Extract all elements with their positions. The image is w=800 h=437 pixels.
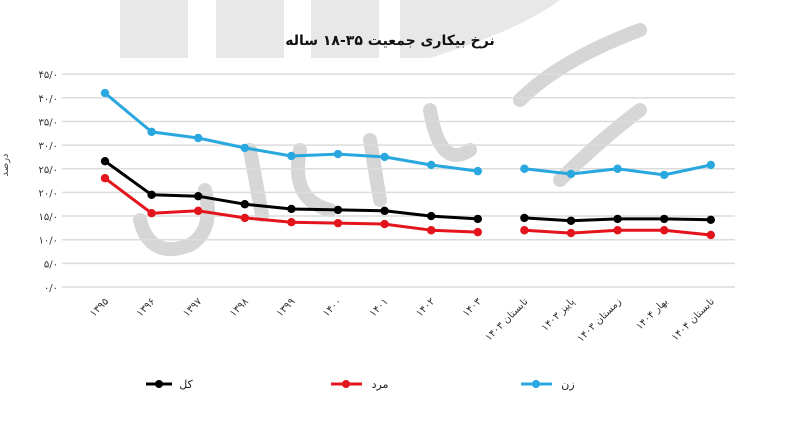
- watermark-logo: [120, 0, 560, 58]
- data-point: [240, 200, 249, 209]
- data-point: [520, 164, 529, 173]
- x-tick-label: ۱۴۰۰: [321, 296, 344, 319]
- data-point: [147, 209, 156, 218]
- data-point: [660, 226, 669, 235]
- x-axis-ticks: ۱۳۹۵ ۱۳۹۶ ۱۳۹۷ ۱۳۹۸ ۱۳۹۹ ۱۴۰۰ ۱۴۰۱ ۱۴۰۲ ۱۴۰۳تابس…: [88, 296, 717, 345]
- y-tick-label: ۰/۰: [44, 283, 58, 294]
- data-point: [100, 88, 110, 98]
- legend-item-total: کل: [146, 378, 194, 391]
- y-tick-label: ۱۰/۰: [39, 236, 58, 247]
- data-point: [427, 160, 436, 170]
- y-axis-label: درصد: [0, 153, 11, 176]
- data-point: [147, 190, 156, 199]
- data-point: [613, 214, 622, 224]
- y-tick-label: ۴۰/۰: [39, 94, 58, 105]
- series-line: [100, 174, 715, 240]
- data-point: [473, 214, 482, 224]
- x-tick-label: ۱۳۹۶: [135, 296, 158, 319]
- data-point: [427, 226, 436, 235]
- data-point: [706, 215, 715, 225]
- data-point: [566, 216, 576, 225]
- data-point: [566, 169, 576, 179]
- data-point: [660, 214, 669, 224]
- x-tick-label: بهار ۱۴۰۴: [634, 296, 670, 332]
- data-point: [333, 218, 343, 228]
- data-point: [520, 226, 529, 235]
- x-tick-label: ۱۴۰۳: [461, 296, 484, 319]
- data-point: [706, 230, 715, 240]
- data-point: [380, 152, 389, 162]
- data-point: [380, 206, 389, 216]
- y-tick-label: ۱۵/۰: [39, 212, 58, 223]
- y-tick-label: ۳۵/۰: [39, 117, 58, 128]
- y-tick-label: ۴۵/۰: [39, 70, 58, 81]
- data-point: [333, 149, 343, 159]
- data-point: [333, 205, 343, 215]
- legend-item-female: زن: [521, 378, 575, 391]
- data-point: [660, 170, 669, 180]
- data-point: [473, 227, 482, 237]
- data-point: [287, 217, 296, 227]
- y-tick-label: ۵/۰: [44, 259, 58, 270]
- data-point: [613, 226, 622, 235]
- y-tick-label: ۲۰/۰: [39, 188, 58, 199]
- x-tick-label: زمستان ۱۴۰۳: [576, 296, 624, 344]
- data-point: [100, 174, 110, 183]
- x-tick-label: تابستان ۱۴۰۴: [670, 296, 717, 343]
- legend-label-total: کل: [179, 378, 193, 391]
- data-point: [706, 160, 715, 170]
- x-tick-label: ۱۴۰۱: [368, 296, 391, 319]
- data-point: [240, 213, 249, 223]
- y-tick-label: ۲۵/۰: [39, 165, 58, 176]
- x-tick-label: ۱۳۹۸: [228, 296, 251, 319]
- chart-title: نرخ بیکاری جمعیت ۳۵-۱۸ ساله: [285, 33, 495, 49]
- data-point: [194, 133, 203, 143]
- data-point: [287, 204, 296, 214]
- data-point: [194, 191, 203, 201]
- data-point: [473, 166, 482, 176]
- data-point: [240, 143, 249, 153]
- x-tick-label: ۱۳۹۹: [275, 296, 298, 319]
- x-tick-label: ۱۳۹۷: [181, 296, 204, 319]
- data-point: [100, 156, 110, 166]
- data-point: [194, 206, 203, 216]
- y-tick-label: ۳۰/۰: [39, 141, 58, 152]
- x-tick-label: ۱۳۹۵: [88, 296, 111, 319]
- y-axis-ticks: ۰/۰ ۵/۰ ۱۰/۰ ۱۵/۰ ۲۰/۰ ۲۵/۰ ۳۰/۰ ۳۵/۰ ۴۰/۰ ۴۵/۰: [39, 70, 58, 294]
- data-point: [380, 219, 389, 229]
- data-point: [520, 213, 529, 223]
- series-line: [100, 88, 715, 180]
- x-tick-label: پاییز ۱۴۰۳: [540, 296, 577, 333]
- legend: کل مرد زن: [146, 378, 575, 391]
- legend-item-male: مرد: [331, 378, 389, 391]
- legend-label-male: مرد: [372, 378, 389, 391]
- data-point: [427, 211, 436, 221]
- data-point: [566, 228, 576, 238]
- legend-label-female: زن: [561, 378, 574, 391]
- x-tick-label: تابستان ۱۴۰۳: [483, 296, 530, 343]
- data-point: [613, 164, 622, 173]
- data-point: [147, 127, 156, 137]
- x-tick-label: ۱۴۰۲: [414, 296, 437, 319]
- data-point: [287, 151, 296, 161]
- series-lines: [100, 88, 715, 240]
- series-line: [100, 156, 715, 225]
